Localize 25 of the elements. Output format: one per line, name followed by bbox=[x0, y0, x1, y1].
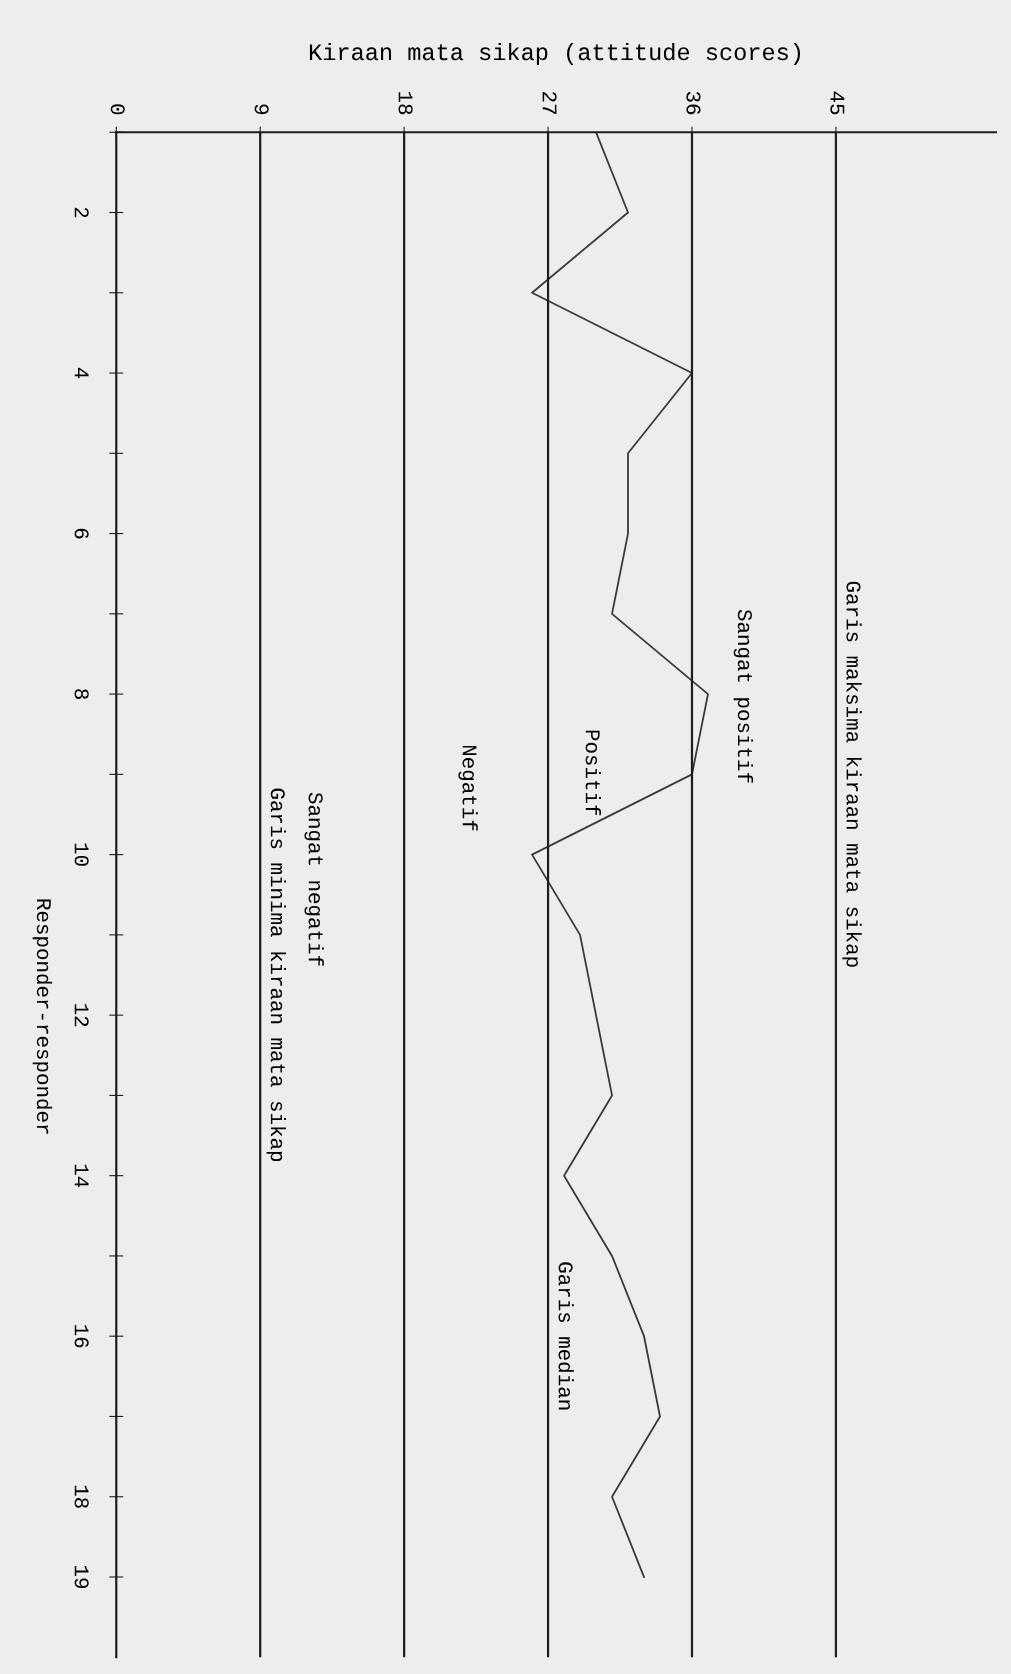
y-tick-label: 18 bbox=[74, 1485, 89, 1508]
x-axis-title: Kiraan mata sikap (attitude scores) bbox=[309, 42, 801, 65]
y-axis-title: Responder-responder bbox=[32, 899, 53, 1134]
y-tick-label: 12 bbox=[74, 1004, 89, 1027]
y-tick-label: 2 bbox=[74, 207, 89, 218]
ref-line-label: Garis median bbox=[558, 1262, 574, 1410]
y-tick-label: 19 bbox=[74, 1566, 89, 1589]
ref-line-label: Garis minima kiraan mata sikap bbox=[266, 788, 287, 1162]
y-tick-label: 4 bbox=[74, 367, 89, 379]
ref-line-label: Garis maksima kiraan mata sikap bbox=[842, 581, 862, 967]
annotation: Positif bbox=[585, 730, 601, 816]
y-tick-label: 8 bbox=[74, 689, 89, 699]
annotation: Negatif bbox=[458, 745, 478, 831]
y-tick-label: 10 bbox=[74, 843, 89, 866]
y-tick-label: 14 bbox=[74, 1164, 89, 1188]
x-tick-label: 27 bbox=[542, 92, 557, 114]
annotation: Sangat positif bbox=[733, 609, 754, 783]
x-tick-label: 0 bbox=[110, 104, 125, 115]
x-tick-label: 45 bbox=[830, 91, 845, 115]
annotation: Sangat negatif bbox=[304, 792, 324, 966]
y-tick-label: 16 bbox=[74, 1325, 89, 1348]
y-tick-label: 6 bbox=[74, 528, 89, 539]
x-tick-label: 9 bbox=[254, 104, 269, 115]
x-tick-label: 36 bbox=[686, 91, 701, 115]
x-tick-label: 18 bbox=[398, 92, 413, 115]
